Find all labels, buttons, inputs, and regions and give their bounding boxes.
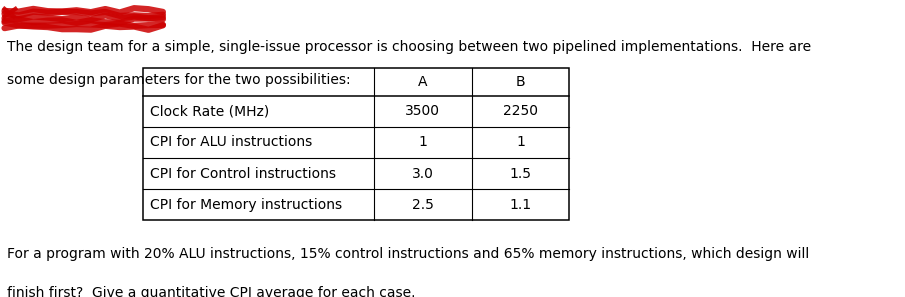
Text: For a program with 20% ALU instructions, 15% control instructions and 65% memory: For a program with 20% ALU instructions,… <box>7 247 809 261</box>
Text: CPI for Memory instructions: CPI for Memory instructions <box>150 198 342 212</box>
Text: 2250: 2250 <box>503 104 538 118</box>
Text: 3.0: 3.0 <box>412 167 433 181</box>
Text: A: A <box>418 75 427 89</box>
Text: 1: 1 <box>516 135 525 149</box>
Text: CPI for ALU instructions: CPI for ALU instructions <box>150 135 312 149</box>
Text: 1.5: 1.5 <box>510 167 531 181</box>
Text: Clock Rate (MHz): Clock Rate (MHz) <box>150 104 270 118</box>
Text: 2.5: 2.5 <box>412 198 433 212</box>
Text: some design parameters for the two possibilities:: some design parameters for the two possi… <box>7 73 351 87</box>
Text: CPI for Control instructions: CPI for Control instructions <box>150 167 337 181</box>
Bar <box>143 68 569 220</box>
Text: finish first?  Give a quantitative CPI average for each case.: finish first? Give a quantitative CPI av… <box>7 286 415 297</box>
Text: B: B <box>516 75 525 89</box>
Text: The design team for a simple, single-issue processor is choosing between two pip: The design team for a simple, single-iss… <box>7 40 812 54</box>
Text: 1: 1 <box>418 135 427 149</box>
Text: 1.1: 1.1 <box>510 198 531 212</box>
Text: 3500: 3500 <box>405 104 440 118</box>
